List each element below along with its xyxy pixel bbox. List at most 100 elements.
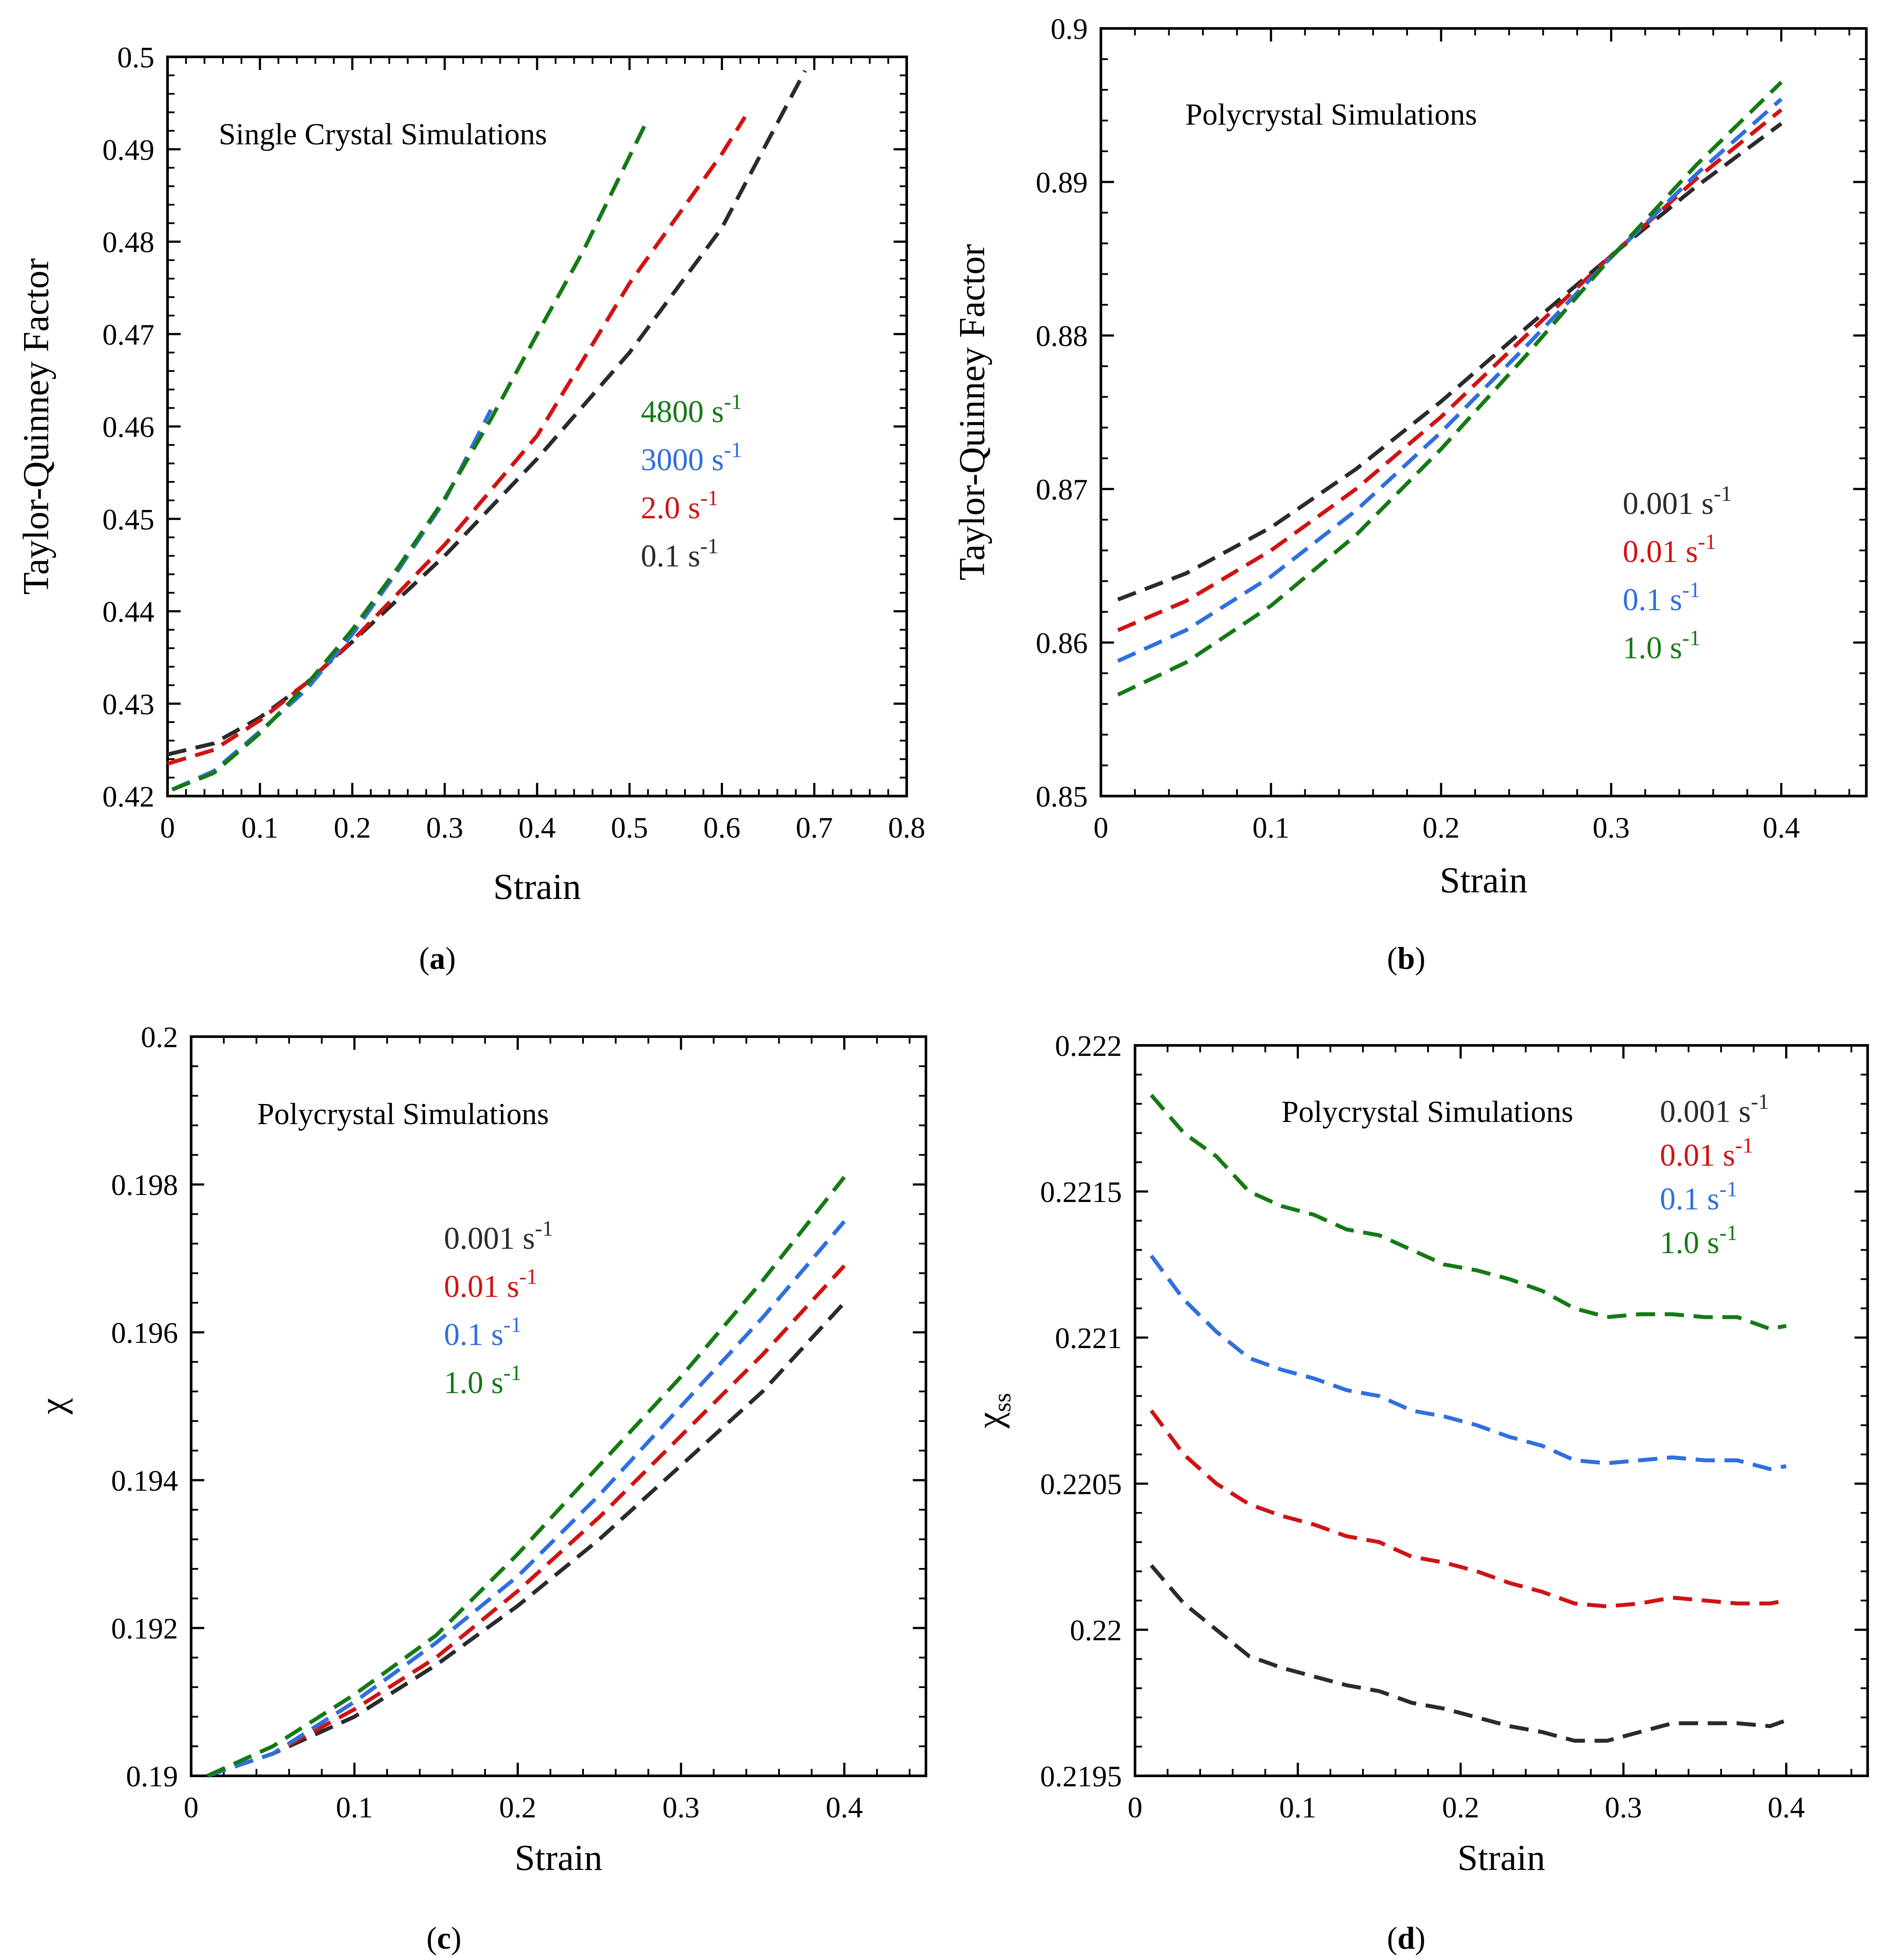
y-tick-label: 0.87 <box>1036 473 1088 506</box>
x-tick-label: 0.3 <box>663 1791 700 1824</box>
x-tick-label: 0.4 <box>1763 811 1800 844</box>
x-tick-label: 0.2 <box>1422 811 1460 844</box>
x-tick-label: 0.3 <box>1605 1791 1642 1824</box>
series-line <box>206 1264 846 1778</box>
y-tick-label: 0.85 <box>1036 780 1088 813</box>
legend-exponent: -1 <box>1682 625 1701 650</box>
x-tick-label: 0 <box>1093 811 1108 844</box>
legend-value: 1.0 s <box>444 1365 503 1400</box>
plot-frame <box>1100 27 1868 797</box>
x-tick-label: 0.3 <box>1593 811 1630 844</box>
legend-value: 1.0 s <box>1623 630 1682 665</box>
legend-exponent: -1 <box>1714 481 1732 506</box>
y-tick-label: 0.46 <box>102 410 154 444</box>
series-line <box>206 1220 846 1778</box>
series-line <box>206 1176 846 1778</box>
legend-entry: 4800 s-1 <box>641 389 742 429</box>
legend-exponent: -1 <box>519 1264 538 1289</box>
x-tick-label: 0.4 <box>1767 1791 1805 1824</box>
plot-frame <box>190 1035 927 1777</box>
y-tick-label: 0.194 <box>111 1464 178 1497</box>
y-tick-label: 0.2195 <box>1040 1760 1122 1793</box>
x-tick-label: 0.4 <box>826 1791 863 1824</box>
x-axis-label: Strain <box>1440 860 1528 901</box>
y-axis-label: χ <box>32 1398 73 1415</box>
legend-exponent: -1 <box>1735 1133 1753 1157</box>
y-tick-label: 0.89 <box>1036 166 1088 199</box>
y-tick-label: 0.44 <box>102 595 154 629</box>
x-axis-label: Strain <box>515 1838 603 1878</box>
series-line <box>1117 80 1783 697</box>
plot-annotation: Polycrystal Simulations <box>257 1097 549 1131</box>
y-axis-label: Taylor-Quinney Factor <box>952 244 992 580</box>
y-tick-label: 0.2215 <box>1040 1175 1122 1209</box>
series-line <box>206 1301 846 1778</box>
y-tick-label: 0.221 <box>1055 1321 1122 1355</box>
x-tick-label: 0 <box>184 1791 199 1824</box>
chart-panel-b: 0 0.1 0.2 0.3 0.4 0.85 0.86 0.87 0.88 0.89 0.9 Stra… <box>952 12 1868 976</box>
y-tick-label: 0.47 <box>102 318 154 351</box>
legend-entry: 0.01 s-1 <box>1660 1133 1753 1173</box>
plot-frame <box>166 56 908 797</box>
legend-exponent: -1 <box>1698 529 1716 554</box>
plot-annotation: Single Crystal Simulations <box>219 118 547 151</box>
panel-caption-letter: c <box>437 1921 451 1956</box>
plot-annotation: Polycrystal Simulations <box>1282 1095 1573 1129</box>
legend-entry: 1.0 s-1 <box>444 1360 522 1400</box>
x-tick-label: 0 <box>1128 1791 1142 1824</box>
chart-panel-a: 0 0.1 0.2 0.3 0.4 0.5 0.6 0.7 0.8 0.42 0.43 0.44 0.4… <box>16 41 926 976</box>
y-tick-label: 0.86 <box>1036 626 1088 660</box>
legend-value: 0.1 s <box>1623 582 1682 617</box>
x-tick-label: 0.2 <box>499 1791 536 1824</box>
x-tick-label: 0.4 <box>519 811 556 844</box>
series-line <box>1149 1094 1787 1331</box>
legend-value: 0.1 s <box>1660 1181 1719 1216</box>
y-axis-label: Taylor-Quinney Factor <box>16 258 56 594</box>
x-tick-label: 0.1 <box>241 811 279 844</box>
y-tick-label: 0.88 <box>1036 319 1088 353</box>
series-line <box>1117 98 1783 663</box>
panel-caption: (d) <box>1387 1921 1425 1956</box>
y-tick-label: 0.198 <box>111 1168 178 1202</box>
x-tick-label: 0.1 <box>1279 1791 1317 1824</box>
y-tick-label: 0.22 <box>1070 1614 1122 1647</box>
x-axis-label: Strain <box>493 866 581 907</box>
legend-entry: 0.1 s-1 <box>444 1312 522 1352</box>
panel-caption: (a) <box>419 941 456 976</box>
legend-value: 0.001 s <box>444 1221 535 1256</box>
legend-exponent: -1 <box>1751 1089 1769 1114</box>
x-tick-label: 0.6 <box>703 811 740 844</box>
panel-caption: (c) <box>426 1921 461 1956</box>
panel-caption-letter: a <box>430 941 445 976</box>
y-tick-label: 0.48 <box>102 226 154 259</box>
panel-caption-letter: b <box>1397 941 1415 976</box>
legend-value: 0.1 s <box>641 538 700 573</box>
y-tick-label: 0.19 <box>126 1760 178 1793</box>
legend-entry: 0.01 s-1 <box>1623 529 1716 569</box>
y-tick-label: 0.192 <box>111 1612 178 1645</box>
series-line <box>171 409 493 792</box>
x-tick-label: 0.7 <box>796 811 833 844</box>
legend-entry: 0.001 s-1 <box>1623 481 1732 521</box>
legend-exponent: -1 <box>724 437 742 462</box>
legend-entry: 1.0 s-1 <box>1660 1220 1738 1260</box>
legend-value: 0.1 s <box>444 1317 503 1352</box>
legend-exponent: -1 <box>1682 577 1701 602</box>
y-tick-label: 0.5 <box>117 41 154 74</box>
plot-frame <box>1134 1044 1869 1777</box>
series-line <box>1117 108 1783 632</box>
legend-entry: 3000 s-1 <box>641 437 742 477</box>
x-tick-label: 0.2 <box>334 811 371 844</box>
chart-panel-d: 0 0.1 0.2 0.3 0.4 0.2195 0.22 0.2205 0.221 0.2215… <box>969 1029 1869 1956</box>
y-tick-label: 0.196 <box>111 1316 178 1349</box>
legend-exponent: -1 <box>1719 1220 1738 1245</box>
y-tick-label: 0.9 <box>1051 12 1088 45</box>
legend-value: 0.01 s <box>1623 534 1698 569</box>
y-tick-label: 0.2205 <box>1040 1467 1122 1501</box>
legend-value: 2.0 s <box>641 490 700 525</box>
legend-entry: 0.1 s-1 <box>1660 1177 1738 1216</box>
series-line <box>1149 1564 1787 1743</box>
y-tick-label: 0.49 <box>102 133 154 166</box>
legend-entry: 0.1 s-1 <box>1623 577 1701 617</box>
